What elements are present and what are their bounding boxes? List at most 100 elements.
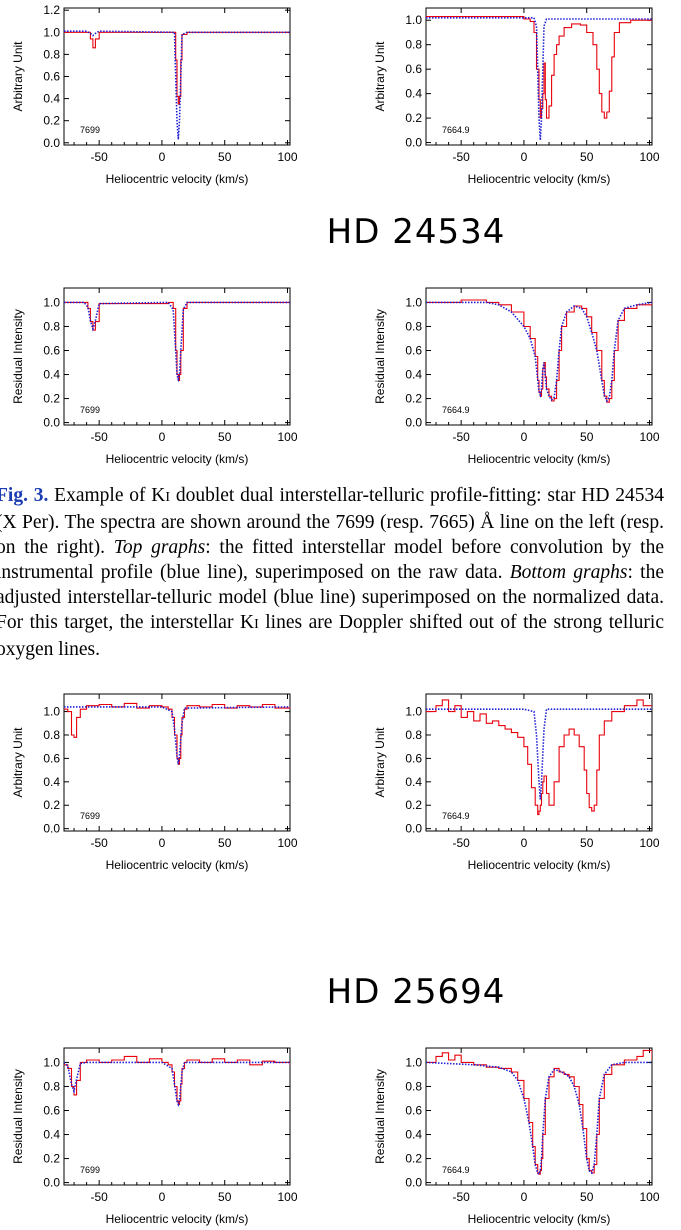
line-annotation: 7699 xyxy=(80,405,100,415)
caption-text-2: doublet dual interstellar-telluric profi… xyxy=(0,485,664,558)
x-tick-label: -50 xyxy=(90,430,108,444)
y-tick-label: 1.0 xyxy=(43,25,60,39)
y-tick-label: 1.0 xyxy=(405,295,422,309)
y-tick-label: 0.4 xyxy=(405,1128,422,1142)
caption-text-3: : the fitted interstellar model before c… xyxy=(0,537,664,583)
y-tick-label: 1.0 xyxy=(405,1055,422,1069)
y-tick-label: 0.4 xyxy=(405,87,422,101)
y-tick-label: 0.8 xyxy=(405,38,422,52)
x-axis-label: Heliocentric velocity (km/s) xyxy=(468,452,611,466)
plot-frame xyxy=(425,1047,653,1186)
caption-text-4: : the adjusted interstellar-telluric mod… xyxy=(0,562,665,633)
panel-hd25694-bottom-left: -50 0 50 100 0.0 0.2 0.4 0.6 0.8 1.0 Heliocentric … xyxy=(0,1040,300,1226)
caption-text-5: lines are Doppler shifted out of the str… xyxy=(0,612,664,660)
x-tick-label: 100 xyxy=(639,836,659,850)
y-axis-label: Residual Intensity xyxy=(11,309,25,404)
y-tick-label: 0.0 xyxy=(43,822,60,836)
y-tick-label: 0.6 xyxy=(405,62,422,76)
x-tick-label: 0 xyxy=(159,430,166,444)
data-series-line xyxy=(426,699,652,816)
y-axis-label: Arbitrary Unit xyxy=(373,727,387,798)
chart-hd24534-bottom-left: -50 0 50 100 0.0 0.2 0.4 0.6 0.8 1.0 Heliocentric … xyxy=(11,287,298,466)
y-tick-label: 0.0 xyxy=(405,416,422,430)
x-tick-label: 50 xyxy=(218,1190,232,1204)
y-tick-label: 0.4 xyxy=(43,775,60,789)
y-tick-label: 0.2 xyxy=(405,798,422,812)
figure-caption: Fig. 3. Example of KI doublet dual inter… xyxy=(0,483,664,662)
x-tick-label: -50 xyxy=(452,430,470,444)
y-tick-label: 0.2 xyxy=(405,111,422,125)
star-title-hd24534: HD 24534 xyxy=(326,212,506,252)
y-tick-label: 0.2 xyxy=(43,392,60,406)
x-tick-label: 100 xyxy=(639,430,659,444)
x-tick-label: 0 xyxy=(159,150,166,164)
chart-hd25694-top-left: -50 0 50 100 0.0 0.2 0.4 0.6 0.8 1.0 Heliocentric … xyxy=(11,693,298,872)
y-tick-label: 0.6 xyxy=(405,1103,422,1117)
x-tick-label: 50 xyxy=(580,430,594,444)
line-annotation: 7699 xyxy=(80,811,100,821)
line-annotation: 7664.9 xyxy=(442,811,470,821)
figure-number: Fig. 3. xyxy=(0,485,49,506)
x-tick-label: 100 xyxy=(277,836,297,850)
plot-frame xyxy=(63,287,291,426)
model-series-line xyxy=(426,708,652,800)
data-series-line xyxy=(64,31,290,105)
x-tick-label: 50 xyxy=(218,836,232,850)
y-tick-label: 0.8 xyxy=(405,728,422,742)
plot-frame xyxy=(425,7,653,146)
x-tick-label: 0 xyxy=(521,430,528,444)
star-title-hd25694: HD 25694 xyxy=(326,972,506,1012)
model-series-line xyxy=(64,706,290,765)
data-series-line xyxy=(64,702,290,765)
x-axis-label: Heliocentric velocity (km/s) xyxy=(106,172,249,186)
x-tick-label: 50 xyxy=(218,430,232,444)
y-tick-label: 0.8 xyxy=(43,319,60,333)
x-tick-label: -50 xyxy=(452,150,470,164)
x-axis-label: Heliocentric velocity (km/s) xyxy=(468,172,611,186)
panel-hd24534-top-right: -50 0 50 100 0.0 0.2 0.4 0.6 0.8 1.0 Heliocentric … xyxy=(362,0,662,186)
plot-frame xyxy=(425,693,653,832)
y-tick-label: 0.4 xyxy=(405,368,422,382)
x-tick-label: 100 xyxy=(277,1190,297,1204)
x-axis-label: Heliocentric velocity (km/s) xyxy=(106,1212,249,1226)
y-axis-label: Arbitrary Unit xyxy=(11,41,25,112)
x-tick-label: -50 xyxy=(452,1190,470,1204)
caption-bottom-graphs: Bottom graphs xyxy=(509,562,628,583)
chart-hd24534-top-left: -50 0 50 100 0.0 0.2 0.4 0.6 0.8 1.0 1.2 Heliocentr… xyxy=(11,3,298,186)
line-annotation: 7664.9 xyxy=(442,1165,470,1175)
x-tick-label: 100 xyxy=(639,150,659,164)
chart-hd25694-bottom-left: -50 0 50 100 0.0 0.2 0.4 0.6 0.8 1.0 Heliocentric … xyxy=(11,1047,298,1226)
chart-hd24534-bottom-right: -50 0 50 100 0.0 0.2 0.4 0.6 0.8 1.0 Heliocentric … xyxy=(373,287,660,466)
panel-hd25694-top-right: -50 0 50 100 0.0 0.2 0.4 0.6 0.8 1.0 Heliocentric … xyxy=(362,686,662,872)
line-annotation: 7699 xyxy=(80,1165,100,1175)
x-tick-label: 0 xyxy=(521,836,528,850)
caption-roman-1: I xyxy=(165,490,171,505)
y-tick-label: 0.6 xyxy=(43,751,60,765)
panel-hd25694-bottom-right: -50 0 50 100 0.0 0.2 0.4 0.6 0.8 1.0 Heliocentric … xyxy=(362,1040,662,1226)
x-tick-label: 100 xyxy=(277,150,297,164)
y-tick-label: 1.0 xyxy=(43,705,60,719)
y-tick-label: 0.8 xyxy=(43,1079,60,1093)
panel-hd25694-top-left: -50 0 50 100 0.0 0.2 0.4 0.6 0.8 1.0 Heliocentric … xyxy=(0,686,300,872)
x-tick-label: 50 xyxy=(580,836,594,850)
panel-hd24534-top-left: -50 0 50 100 0.0 0.2 0.4 0.6 0.8 1.0 1.2 Heliocentr… xyxy=(0,0,300,186)
y-tick-label: 0.0 xyxy=(43,1176,60,1190)
model-series-line xyxy=(426,301,652,403)
y-tick-label: 0.8 xyxy=(43,47,60,61)
x-tick-label: 50 xyxy=(218,150,232,164)
data-series-line xyxy=(426,299,652,403)
y-tick-label: 0.0 xyxy=(43,416,60,430)
panel-hd24534-bottom-right: -50 0 50 100 0.0 0.2 0.4 0.6 0.8 1.0 Heliocentric … xyxy=(362,280,662,466)
y-tick-label: 0.6 xyxy=(43,1103,60,1117)
x-tick-label: 100 xyxy=(277,430,297,444)
line-annotation: 7664.9 xyxy=(442,125,470,135)
x-tick-label: -50 xyxy=(90,836,108,850)
caption-text-1: Example of K xyxy=(54,485,166,506)
chart-hd25694-top-right: -50 0 50 100 0.0 0.2 0.4 0.6 0.8 1.0 Heliocentric … xyxy=(373,693,660,872)
y-tick-label: 1.2 xyxy=(43,3,60,17)
model-series-line xyxy=(64,1061,290,1107)
y-tick-label: 0.4 xyxy=(43,92,60,106)
plot-frame xyxy=(63,693,291,832)
y-tick-label: 0.8 xyxy=(405,1079,422,1093)
y-tick-label: 1.0 xyxy=(43,295,60,309)
